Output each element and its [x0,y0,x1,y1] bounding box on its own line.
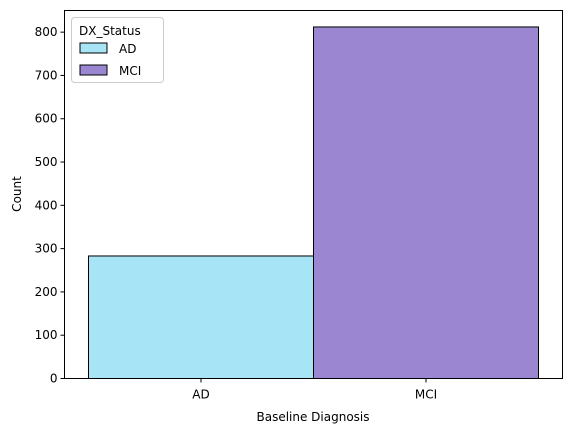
y-tick-label-700: 700 [35,68,58,82]
y-tick-label-300: 300 [35,242,58,256]
legend-label-mci: MCI [119,64,141,78]
legend-swatch-ad [79,42,108,54]
x-tick-label-ad: AD [192,388,209,402]
legend: DX_Status AD MCI [71,17,164,83]
legend-title: DX_Status [79,24,141,38]
y-tick-label-200: 200 [35,285,58,299]
bar-mci [313,26,539,380]
axes-layer [64,10,563,379]
bars-layer [88,26,539,380]
x-axis-label: Baseline Diagnosis [256,410,369,424]
y-tick-label-500: 500 [35,155,58,169]
bar-ad [88,255,314,379]
x-tick-label-mci: MCI [415,388,437,402]
legend-swatch-mci [79,64,108,76]
y-axis-ticks: 0 100 200 300 400 500 600 700 800 [35,25,65,386]
x-axis-ticks: AD MCI [192,378,437,402]
plot-frame [64,10,563,379]
y-tick-label-800: 800 [35,25,58,39]
y-tick-label-400: 400 [35,198,58,212]
y-tick-label-600: 600 [35,112,58,126]
y-axis-label: Count [10,176,24,212]
y-tick-label-0: 0 [50,372,58,386]
y-tick-label-100: 100 [35,328,58,342]
legend-label-ad: AD [119,42,136,56]
